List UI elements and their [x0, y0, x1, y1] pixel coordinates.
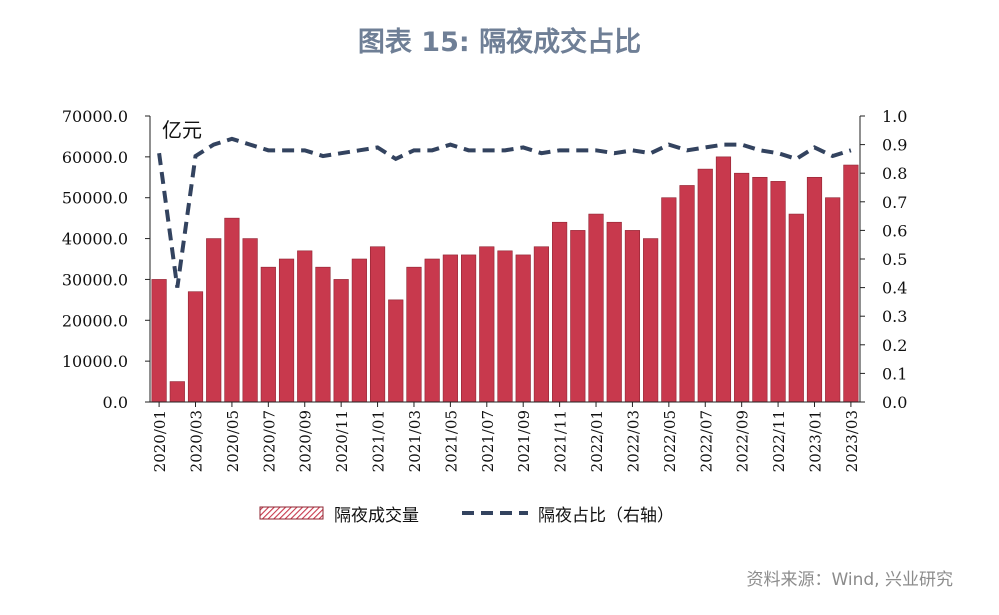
volume-bar-2023-01 — [806, 176, 823, 403]
volume-bar-2021-10 — [533, 246, 549, 403]
x-tick-label: 2021/05 — [442, 410, 460, 472]
x-tick-label: 2020/09 — [297, 410, 315, 472]
volume-bar-2021-02 — [388, 299, 404, 403]
x-tick-label: 2020/05 — [224, 410, 242, 472]
volume-bar-2021-12 — [570, 230, 586, 403]
volume-bar-2020-12 — [351, 258, 367, 403]
x-tick-label: 2020/11 — [333, 410, 351, 472]
volume-bar-2022-09 — [734, 172, 750, 403]
volume-bar-2020-08 — [278, 258, 295, 403]
x-tick-label: 2023/03 — [843, 410, 861, 472]
volume-bar-2020-06 — [242, 238, 258, 403]
legend-ratio-label: 隔夜占比（右轴） — [538, 506, 674, 526]
x-tick-label: 2020/03 — [188, 410, 206, 472]
volume-bar-2020-07 — [260, 266, 276, 403]
x-tick-label: 2022/11 — [770, 410, 788, 472]
volume-bar-2022-11 — [770, 181, 786, 403]
volume-bar-2021-01 — [369, 246, 386, 403]
left-tick-label: 40000.0 — [62, 230, 128, 249]
left-tick-label: 60000.0 — [62, 148, 128, 167]
volume-bar-2021-03 — [406, 266, 422, 403]
right-tick-label: 0.5 — [882, 250, 907, 269]
left-tick-label: 20000.0 — [62, 311, 128, 330]
x-tick-label: 2023/01 — [807, 410, 825, 472]
left-tick-label: 30000.0 — [62, 270, 128, 289]
volume-bar-2021-09 — [515, 254, 531, 403]
source-note: 资料来源：Wind, 兴业研究 — [746, 570, 953, 590]
volume-bar-2020-11 — [333, 279, 349, 403]
right-tick-label: 0.1 — [882, 364, 907, 383]
volume-bar-2022-03 — [624, 230, 641, 403]
volume-bar-2021-05 — [442, 254, 458, 403]
x-tick-label: 2022/01 — [588, 410, 606, 472]
volume-bar-2020-01 — [151, 279, 167, 403]
x-tick-label: 2021/11 — [552, 410, 570, 472]
volume-bar-2022-10 — [752, 176, 768, 403]
left-tick-label: 50000.0 — [62, 189, 128, 208]
volume-bar-2022-05 — [661, 197, 677, 403]
x-tick-label: 2021/07 — [479, 410, 497, 472]
x-tick-label: 2020/07 — [260, 410, 278, 472]
right-tick-label: 0.9 — [882, 136, 907, 155]
volume-bar-2023-02 — [825, 197, 841, 403]
left-axis-unit: 亿元 — [162, 118, 202, 142]
volume-bar-2022-07 — [697, 168, 713, 403]
volume-bar-2022-08 — [715, 156, 732, 403]
legend-volume-swatch — [259, 506, 324, 520]
ratio-line-group — [157, 136, 852, 288]
x-tick-label: 2022/09 — [734, 410, 752, 472]
right-tick-label: 0.4 — [882, 279, 907, 298]
volume-bar-2020-04 — [206, 238, 222, 403]
left-tick-label: 10000.0 — [62, 352, 128, 371]
left-tick-label: 70000.0 — [62, 107, 128, 126]
x-tick-label: 2020/01 — [151, 410, 169, 472]
x-tick-label: 2021/03 — [406, 410, 424, 472]
x-tick-label: 2022/05 — [661, 410, 679, 472]
right-tick-label: 0.0 — [882, 393, 907, 412]
volume-bar-2022-06 — [679, 185, 695, 403]
legend: 隔夜成交量 隔夜占比（右轴） — [259, 506, 674, 526]
volume-bar-2022-01 — [588, 213, 604, 403]
right-tick-label: 0.2 — [882, 336, 907, 355]
left-axis-ticks: 70000.0 60000.0 50000.0 40000.0 30000.0 20000… — [62, 107, 150, 412]
volume-bar-2023-03 — [843, 164, 859, 403]
right-tick-label: 0.7 — [882, 193, 907, 212]
volume-bar-2020-02 — [169, 381, 185, 403]
volume-bar-2020-09 — [297, 250, 313, 403]
right-tick-label: 0.6 — [882, 221, 907, 240]
right-axis-ticks: 1.0 0.9 0.8 0.7 0.6 0.5 0.4 0.3 0.2 0.1 0.0 — [860, 107, 907, 412]
volume-bar-2020-05 — [224, 217, 240, 403]
x-tick-label: 2021/09 — [515, 410, 533, 472]
volume-bar-2020-10 — [315, 266, 331, 403]
x-tick-label: 2021/01 — [370, 410, 388, 472]
volume-bar-2022-04 — [643, 238, 659, 403]
right-tick-label: 0.3 — [882, 307, 907, 326]
right-tick-label: 1.0 — [882, 107, 907, 126]
volume-bar-2021-07 — [479, 246, 495, 403]
volume-bar-2021-11 — [552, 221, 568, 403]
volume-bar-2021-04 — [424, 258, 440, 403]
x-tick-label: 2022/03 — [624, 410, 642, 472]
volume-bar-2021-06 — [461, 254, 477, 403]
right-tick-label: 0.8 — [882, 164, 907, 183]
legend-volume-label: 隔夜成交量 — [334, 506, 419, 526]
left-tick-label: 0.0 — [103, 393, 128, 412]
volume-bar-2021-08 — [497, 250, 513, 403]
chart-title: 图表 15: 隔夜成交占比 — [357, 27, 642, 58]
x-axis-ticks: 2020/01 2020/03 2020/05 2020/07 2020/09 2020/… — [151, 402, 861, 472]
volume-bar-2022-02 — [606, 221, 622, 403]
volume-bar-2022-12 — [788, 213, 804, 403]
volume-bar-2020-03 — [187, 291, 204, 403]
ratio-line — [157, 136, 852, 288]
volume-bars — [151, 156, 859, 403]
x-tick-label: 2022/07 — [697, 410, 715, 472]
